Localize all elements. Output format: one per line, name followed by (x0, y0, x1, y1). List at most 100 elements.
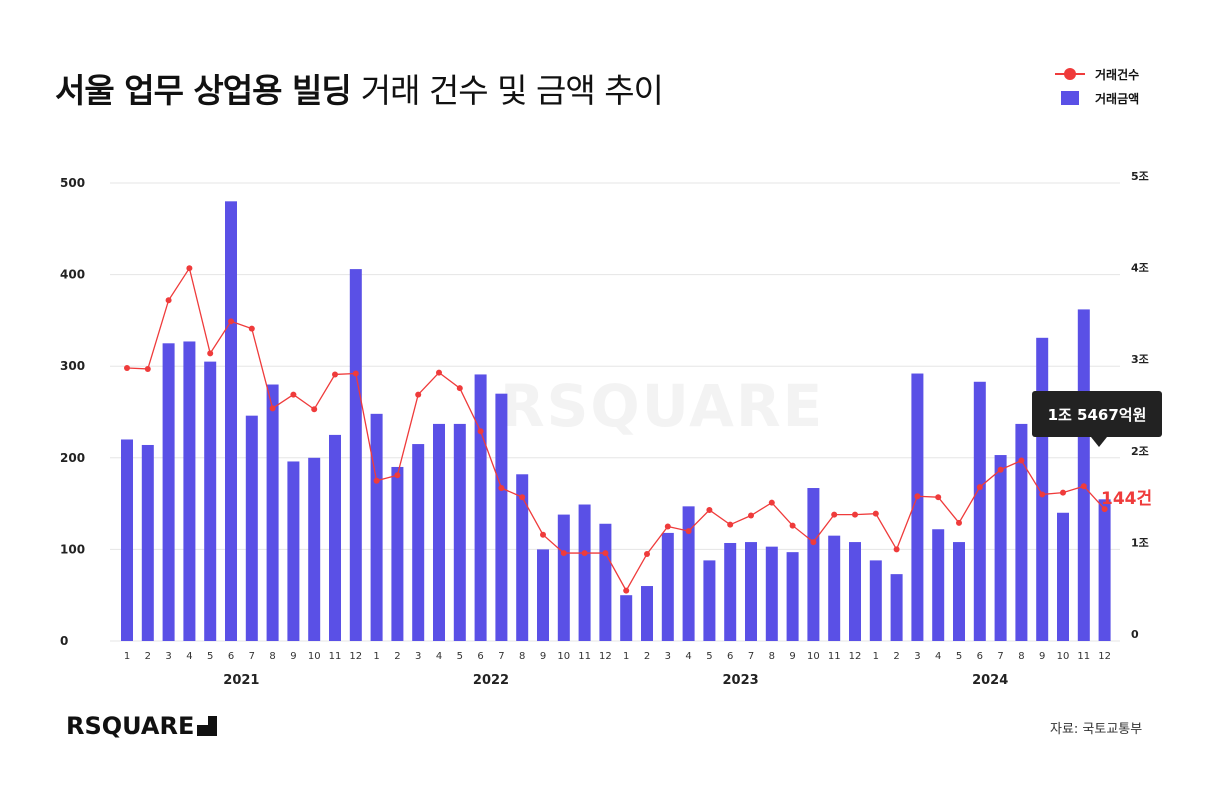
line-point (540, 531, 546, 538)
x-tick-label: 9 (1039, 651, 1045, 662)
x-tick-label: 5 (956, 651, 962, 662)
x-tick-label: 9 (789, 651, 795, 662)
bar (682, 506, 695, 641)
line-point (1101, 506, 1108, 513)
line-point (872, 510, 879, 517)
line-point (1060, 489, 1066, 496)
x-tick-label: 2 (145, 651, 151, 662)
x-tick-label: 11 (1077, 651, 1090, 662)
bar (703, 560, 716, 641)
x-tick-label: 11 (828, 651, 841, 662)
bar (953, 542, 965, 641)
bar (266, 384, 279, 641)
x-tick-label: 4 (935, 651, 941, 662)
y-right-tick-label: 1조 (1131, 536, 1149, 549)
x-tick-label: 1 (373, 651, 379, 662)
bar (828, 535, 841, 641)
x-tick-label: 8 (1018, 651, 1024, 662)
bar (516, 474, 529, 641)
x-tick-label: 4 (186, 651, 192, 662)
line-point (748, 512, 754, 519)
bar (349, 269, 362, 641)
chart-title: 서울 업무 상업용 빌딩 거래 건수 및 금액 추이 (55, 64, 664, 112)
line-point (290, 391, 297, 398)
line-point (810, 539, 817, 546)
y-right-tick-label: 3조 (1131, 353, 1149, 366)
bar (308, 457, 321, 641)
bar-series (121, 201, 1111, 641)
count-line (126, 266, 1106, 592)
x-tick-label: 6 (727, 651, 733, 662)
x-tick-label: 9 (540, 651, 546, 662)
x-tick-label: 12 (349, 651, 362, 662)
line-point (664, 523, 671, 530)
line-point (477, 428, 484, 435)
line-point (186, 265, 193, 272)
x-tick-label: 10 (807, 651, 820, 662)
x-tick-label: 9 (290, 651, 296, 662)
line-point (727, 521, 734, 528)
bar (412, 444, 425, 641)
x-tick-label: 7 (249, 651, 255, 662)
bar (1015, 423, 1028, 641)
line-point (311, 406, 318, 413)
bar (370, 413, 383, 641)
x-tick-label: 11 (329, 651, 342, 662)
y-right-tick-label: 2조 (1131, 445, 1149, 458)
bar (973, 381, 986, 641)
x-tick-label: 6 (977, 651, 983, 662)
line-point (165, 297, 172, 304)
x-tick-label: 3 (665, 651, 671, 662)
x-tick-label: 12 (599, 651, 612, 662)
line-point (893, 546, 900, 553)
y-left-tick-label: 100 (60, 542, 85, 556)
line-point (997, 466, 1004, 473)
bar (245, 415, 258, 641)
legend-line-swatch-icon (1055, 67, 1085, 81)
bar (911, 373, 924, 641)
line-point (1039, 491, 1046, 498)
line-point (852, 511, 858, 518)
y-right-tick-label: 4조 (1131, 262, 1149, 275)
bar (932, 529, 945, 641)
y-left-tick-label: 300 (60, 359, 85, 373)
bar (433, 423, 445, 641)
legend-item-bar: 거래금액 (1055, 86, 1139, 110)
year-label: 2024 (972, 673, 1008, 688)
line-point (976, 484, 983, 491)
x-tick-label: 4 (436, 651, 442, 662)
y-left-tick-label: 200 (60, 451, 85, 465)
x-tick-label: 5 (706, 651, 712, 662)
bar (807, 488, 820, 641)
bar (745, 542, 757, 641)
y-right-tick-label: 0 (1131, 628, 1139, 641)
line-point (602, 550, 609, 557)
bar (578, 504, 591, 641)
bar (1036, 337, 1049, 641)
line-point (768, 499, 775, 506)
bar (537, 549, 549, 641)
line-point (581, 550, 588, 557)
bar (849, 542, 861, 641)
line-point (685, 528, 692, 535)
line-point (560, 550, 567, 557)
bar (183, 341, 196, 641)
line-point (269, 405, 276, 412)
line-point (415, 391, 422, 398)
legend-line-label: 거래건수 (1095, 67, 1140, 82)
x-tick-label: 12 (849, 651, 862, 662)
bar (661, 532, 674, 641)
legend-bar-swatch-icon (1055, 91, 1085, 105)
bar (599, 523, 612, 641)
line-point (519, 494, 526, 501)
line-point (935, 494, 942, 501)
x-tick-label: 6 (477, 651, 483, 662)
logo: RSQUARE (66, 712, 218, 740)
chart-title-light: 거래 건수 및 금액 추이 (360, 71, 664, 110)
bar (869, 560, 882, 641)
y-axis-right: 5조 4조 3조 2조 1조 0 (1131, 170, 1149, 641)
bar (1098, 499, 1111, 641)
line-point (1018, 457, 1025, 464)
legend: 거래건수 거래금액 (1055, 62, 1139, 110)
